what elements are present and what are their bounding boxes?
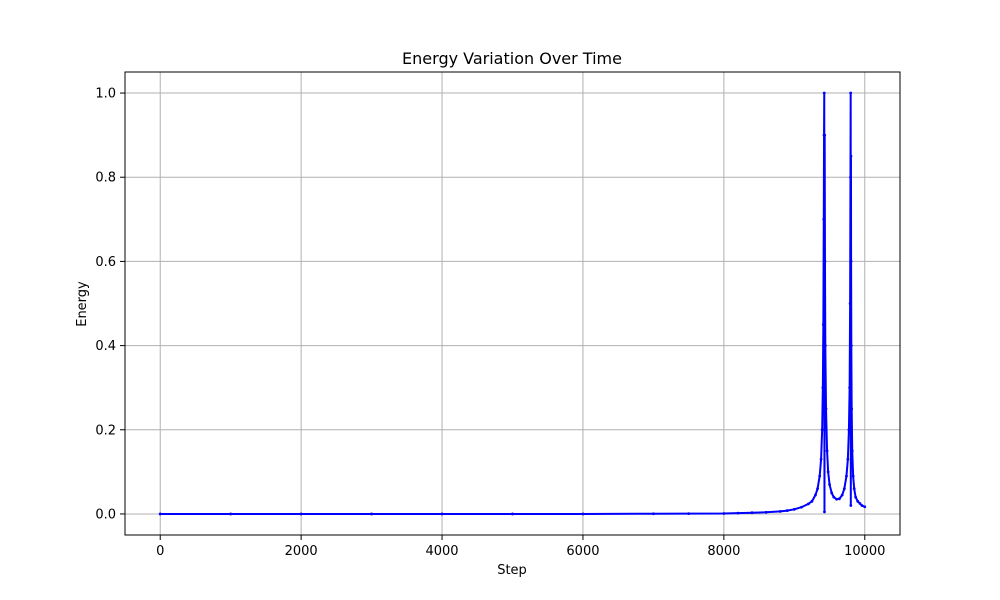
data-point [852,487,856,491]
data-point [856,499,860,503]
data-point [807,502,810,506]
data-point [828,483,831,486]
data-point [835,497,838,501]
data-point [824,407,828,411]
data-point [854,495,858,499]
x-tick-label: 2000 [285,544,318,559]
data-point [823,260,827,263]
data-point [821,323,825,326]
data-point [229,512,233,516]
x-tick-label: 8000 [707,544,740,559]
series-layer [158,91,867,516]
grid [125,72,900,535]
data-point [849,504,853,507]
data-point [858,502,862,505]
x-tick-label: 6000 [566,544,599,559]
data-point [370,512,373,516]
data-point [822,91,826,95]
data-point [849,344,853,347]
data-point [848,386,852,390]
data-point [821,386,825,390]
data-point [822,217,826,221]
data-point [849,91,853,95]
data-point [440,512,444,516]
data-point [652,512,655,516]
data-point [825,449,829,453]
data-point [830,491,834,495]
y-tick-label: 0.2 [95,423,116,438]
data-point [799,505,803,509]
data-point [863,505,867,509]
data-point [846,457,850,461]
y-tick-label: 0.0 [95,507,116,522]
data-point [823,133,827,137]
data-point [810,499,814,503]
data-point [849,260,853,263]
data-point [823,510,826,514]
y-axis: 0.0 0.2 0.4 0.6 0.8 1.0 [95,87,125,522]
data-point [842,487,846,491]
data-point [848,302,852,305]
x-axis-label: Step [497,563,527,578]
data-point [849,175,852,179]
chart-title: Energy Variation Over Time [402,49,622,68]
data-point [687,512,691,516]
data-point [838,497,841,501]
data-point [764,510,768,514]
data-point [850,407,854,411]
x-tick-label: 0 [156,544,164,559]
data-point [818,474,822,478]
data-point [816,487,819,491]
data-point [851,474,855,478]
data-point [823,344,827,347]
data-point [778,510,782,513]
y-tick-label: 0.4 [95,339,116,354]
data-point [840,493,844,497]
x-tick-label: 4000 [425,544,458,559]
data-point [814,493,817,497]
data-point [860,504,864,507]
data-point [832,495,836,499]
data-point [581,512,585,516]
data-point [820,428,824,432]
data-point [750,511,754,515]
y-tick-label: 1.0 [95,87,116,102]
data-point [819,457,823,461]
data-point [849,154,853,158]
data-point [511,512,514,516]
x-tick-label: 10000 [844,544,885,559]
data-point [785,509,789,512]
x-axis: 0 2000 4000 6000 8000 10000 [156,535,885,559]
data-point [845,474,848,478]
data-point [158,512,162,516]
y-tick-label: 0.8 [95,171,116,186]
y-tick-label: 0.6 [95,255,116,270]
data-point [722,512,726,515]
data-point [299,512,303,516]
plot-frame [124,71,901,536]
data-point [850,449,854,453]
data-point [847,428,851,432]
data-point [826,470,830,474]
y-axis-label: Energy [75,281,90,327]
data-point [736,511,740,515]
data-point [792,507,796,511]
